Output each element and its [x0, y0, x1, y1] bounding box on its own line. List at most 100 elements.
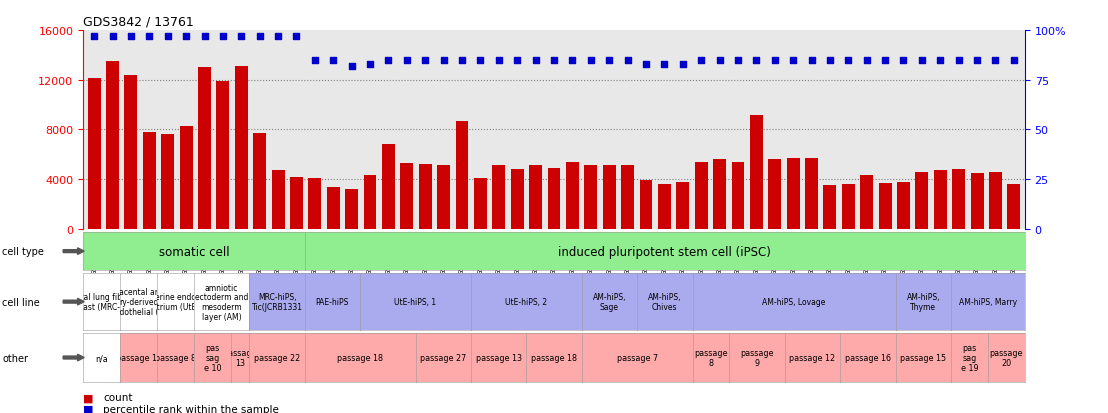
Point — [306, 57, 324, 64]
Point — [913, 57, 931, 64]
Bar — [327, 187, 340, 229]
Bar — [198, 68, 211, 229]
Point — [748, 57, 766, 64]
Point — [950, 57, 967, 64]
Text: passage 27: passage 27 — [420, 353, 466, 362]
Point — [141, 33, 158, 40]
Text: passage 15: passage 15 — [901, 353, 946, 362]
Point — [986, 57, 1004, 64]
Point — [545, 57, 563, 64]
Text: passage 22: passage 22 — [254, 353, 300, 362]
Point — [526, 57, 544, 64]
Bar — [750, 115, 762, 229]
Bar — [860, 176, 873, 229]
Text: passage 12: passage 12 — [790, 353, 835, 362]
Point — [398, 57, 416, 64]
Point — [380, 57, 398, 64]
Bar — [419, 165, 432, 229]
Bar — [511, 170, 524, 229]
Bar — [695, 162, 708, 229]
Bar — [823, 186, 837, 229]
Text: AM-hiPS,
Chives: AM-hiPS, Chives — [648, 292, 681, 311]
Point — [802, 57, 820, 64]
Bar — [382, 145, 394, 229]
Bar — [971, 173, 984, 229]
Point — [656, 62, 674, 68]
Bar — [915, 172, 929, 229]
Bar — [363, 176, 377, 229]
Text: passage
9: passage 9 — [740, 348, 773, 367]
Text: passage
20: passage 20 — [989, 348, 1023, 367]
Bar — [235, 67, 248, 229]
Point — [601, 57, 618, 64]
Point — [1005, 57, 1023, 64]
Point — [564, 57, 582, 64]
Text: UtE-hiPS, 2: UtE-hiPS, 2 — [505, 297, 547, 306]
Bar — [584, 166, 597, 229]
Point — [288, 33, 306, 40]
Bar — [952, 170, 965, 229]
Text: n/a: n/a — [95, 353, 107, 362]
Point — [104, 33, 122, 40]
Point — [618, 57, 636, 64]
Bar — [530, 166, 542, 229]
Text: AM-hiPS, Lovage: AM-hiPS, Lovage — [762, 297, 825, 306]
Text: pas
sag
e 19: pas sag e 19 — [961, 344, 978, 372]
Text: somatic cell: somatic cell — [158, 245, 229, 258]
Bar — [547, 169, 561, 229]
Bar — [308, 178, 321, 229]
Bar — [622, 166, 634, 229]
Text: passage 18: passage 18 — [531, 353, 577, 362]
Point — [692, 57, 710, 64]
Text: AM-hiPS,
Sage: AM-hiPS, Sage — [593, 292, 626, 311]
Text: passage 16: passage 16 — [115, 353, 162, 362]
Bar — [658, 185, 670, 229]
Bar — [879, 183, 892, 229]
Bar — [455, 121, 469, 229]
Text: percentile rank within the sample: percentile rank within the sample — [103, 404, 279, 413]
Bar — [88, 79, 101, 229]
Point — [766, 57, 783, 64]
Text: passage
13: passage 13 — [224, 348, 257, 367]
Bar — [162, 135, 174, 229]
Bar — [254, 134, 266, 229]
Text: fetal lung fibro
blast (MRC-5): fetal lung fibro blast (MRC-5) — [73, 292, 130, 311]
Bar — [124, 76, 137, 229]
Point — [342, 63, 360, 70]
Point — [250, 33, 268, 40]
Text: passage 16: passage 16 — [845, 353, 891, 362]
Point — [674, 62, 691, 68]
Bar — [842, 185, 854, 229]
Bar — [1007, 185, 1020, 229]
Text: uterine endom
etrium (UtE): uterine endom etrium (UtE) — [147, 292, 204, 311]
Text: induced pluripotent stem cell (iPSC): induced pluripotent stem cell (iPSC) — [558, 245, 771, 258]
Text: ■: ■ — [83, 404, 93, 413]
Bar — [400, 164, 413, 229]
Point — [490, 57, 507, 64]
Bar — [346, 190, 358, 229]
Point — [840, 57, 858, 64]
Text: AM-hiPS, Marry: AM-hiPS, Marry — [958, 297, 1017, 306]
Point — [158, 33, 176, 40]
Text: cell type: cell type — [2, 247, 44, 256]
Text: UtE-hiPS, 1: UtE-hiPS, 1 — [394, 297, 437, 306]
Text: passage 18: passage 18 — [337, 353, 383, 362]
Text: PAE-hiPS: PAE-hiPS — [316, 297, 349, 306]
Bar — [676, 182, 689, 229]
Bar — [603, 166, 616, 229]
Bar — [731, 162, 745, 229]
Text: AM-hiPS,
Thyme: AM-hiPS, Thyme — [906, 292, 940, 311]
Point — [729, 57, 747, 64]
Point — [417, 57, 434, 64]
Point — [177, 33, 195, 40]
Point — [784, 57, 802, 64]
Point — [821, 57, 839, 64]
Bar — [787, 159, 800, 229]
Bar — [271, 171, 285, 229]
Point — [325, 57, 342, 64]
Bar — [897, 182, 910, 229]
Bar — [438, 166, 450, 229]
Point — [472, 57, 490, 64]
Bar — [179, 126, 193, 229]
Point — [637, 62, 655, 68]
